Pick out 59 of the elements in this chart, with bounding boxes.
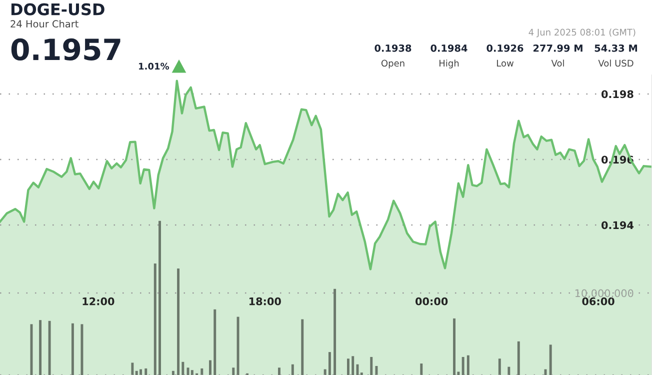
- bar: [154, 264, 156, 375]
- bar: [190, 370, 194, 375]
- bar: [420, 364, 423, 375]
- bar: [370, 356, 373, 375]
- bar: [498, 358, 501, 375]
- bar: [232, 368, 235, 375]
- bar: [131, 362, 134, 375]
- bar: [508, 366, 510, 375]
- bar: [158, 220, 161, 375]
- x-tick-label: 18:00: [249, 297, 281, 306]
- bar: [71, 323, 74, 375]
- bar: [453, 318, 456, 375]
- bar: [291, 364, 294, 375]
- bar: [466, 355, 470, 375]
- bar: [200, 368, 204, 375]
- x-tick-label: 12:00: [82, 297, 114, 306]
- bar: [462, 356, 464, 375]
- text: 0.1957: [11, 38, 120, 60]
- bar: [80, 324, 84, 375]
- text: 0.1984: [430, 44, 468, 52]
- text: Vol USD: [598, 60, 634, 67]
- bar: [375, 366, 378, 375]
- chart-subtitle: 24 Hour Chart: [10, 20, 78, 28]
- text: 4 Jun 2025 08:01 (GMT): [528, 28, 636, 38]
- text: 277.99 M: [533, 44, 582, 52]
- x-tick-label: 06:00: [582, 297, 614, 306]
- bar: [517, 341, 520, 375]
- bar: [328, 352, 331, 375]
- text: 1.01%: [139, 62, 170, 70]
- bar: [334, 288, 336, 375]
- bar: [301, 319, 304, 375]
- bar: [214, 309, 216, 375]
- bar: [549, 344, 552, 375]
- bar: [39, 320, 42, 375]
- bar: [177, 268, 180, 375]
- bar: [278, 368, 280, 375]
- bar: [324, 369, 326, 375]
- bar: [144, 368, 148, 375]
- y-tick-label: 0.194: [601, 221, 634, 230]
- text: 0.1926: [486, 44, 524, 52]
- bar: [352, 356, 354, 375]
- bar: [135, 370, 138, 375]
- chart-title: DOGE-USD: [11, 3, 104, 16]
- y2-tick-label: 10,000,000: [575, 289, 634, 298]
- bar: [48, 320, 51, 375]
- x-tick-label: 00:00: [416, 297, 448, 306]
- bar: [346, 358, 350, 375]
- text: High: [440, 60, 459, 68]
- text: Open: [381, 60, 404, 68]
- text: 0.1938: [374, 44, 412, 52]
- text: Vol: [551, 60, 564, 67]
- text: Low: [496, 60, 514, 67]
- bar: [172, 370, 174, 375]
- bar: [209, 360, 212, 375]
- text: 54.33 M: [594, 44, 638, 52]
- bar: [236, 316, 240, 375]
- bar: [140, 369, 142, 375]
- bar: [182, 362, 184, 375]
- y-tick-label: 0.198: [601, 90, 634, 98]
